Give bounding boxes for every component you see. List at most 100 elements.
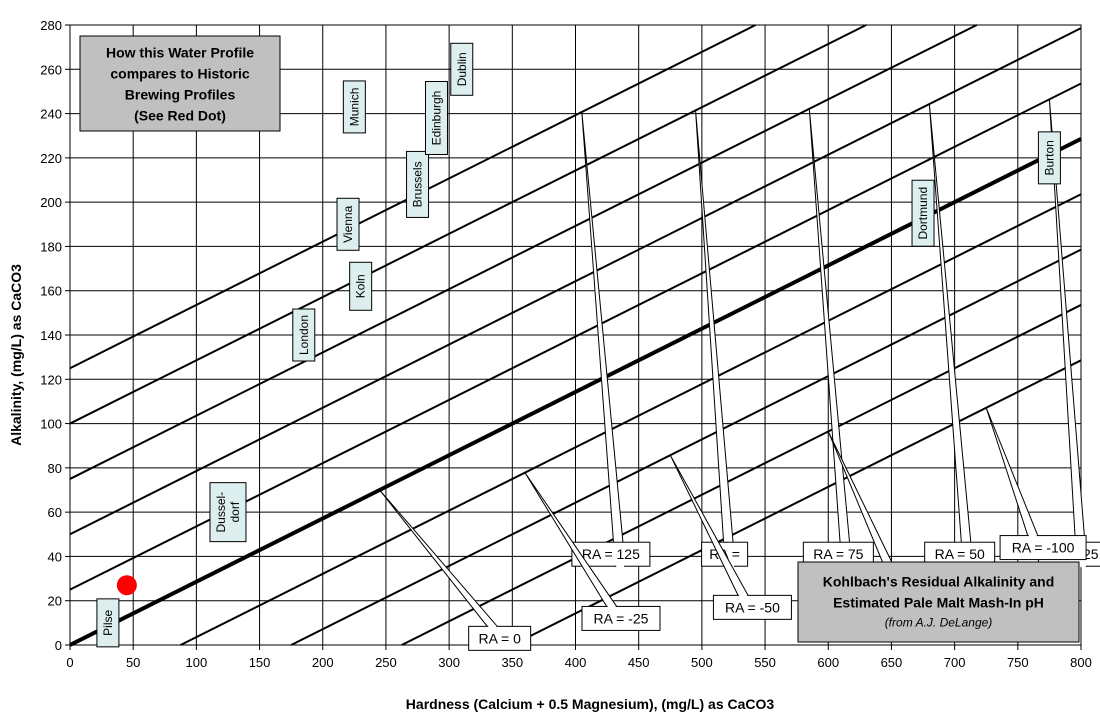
y-tick-label: 160 (40, 284, 62, 299)
city-text-group: Dortmund (916, 187, 930, 240)
ra-callout: RA = -50 (669, 454, 792, 620)
y-tick-label: 260 (40, 62, 62, 77)
info-box-line: Kohlbach's Residual Alkalinity and (823, 574, 1055, 590)
x-tick-label: 450 (628, 655, 650, 670)
y-tick-label: 20 (48, 594, 62, 609)
callout-label: RA = 75 (813, 546, 863, 562)
x-tick-label: 400 (565, 655, 587, 670)
x-tick-label: 200 (312, 655, 334, 670)
city-name: Vienna (341, 205, 355, 242)
callout-box (468, 625, 532, 651)
ra-line (401, 304, 1082, 646)
ra-callout: RA = (695, 110, 749, 568)
ra-line (69, 24, 867, 425)
ra-callout: RA = -25 (524, 472, 661, 631)
info-box-background (797, 561, 1080, 643)
city-name: London (297, 315, 311, 355)
city-name: Burton (1042, 140, 1056, 175)
info-box-line: compares to Historic (110, 66, 249, 82)
callout-box (999, 535, 1087, 561)
x-tick-label: 300 (438, 655, 460, 670)
ra-line (180, 193, 1082, 646)
city-box (911, 179, 935, 247)
city-text-group: London (297, 315, 311, 355)
city-name: Koln (354, 274, 368, 298)
info-box-bottom-right: Kohlbach's Residual Alkalinity and Estima… (797, 561, 1080, 643)
city-box (424, 81, 448, 155)
city-box (209, 482, 247, 543)
city-label: London (292, 308, 316, 362)
ra-callout: RA = 125 (571, 111, 651, 568)
callout-label: RA = -50 (725, 599, 780, 615)
y-tick-label: 100 (40, 417, 62, 432)
city-box (1037, 131, 1061, 185)
city-name: Munich (347, 88, 361, 127)
ra-callout: RA = -100 (985, 407, 1087, 561)
x-tick-label: 600 (817, 655, 839, 670)
ra-callout: RA = 75 (802, 108, 874, 568)
city-name: dorf (228, 501, 242, 522)
x-tick-label: 250 (375, 655, 397, 670)
y-tick-label: 240 (40, 107, 62, 122)
callout-label: RA = -25 (594, 610, 649, 626)
city-box (349, 261, 373, 311)
ra-callout: RA = 0 (379, 489, 532, 651)
city-text-group: Munich (347, 88, 361, 127)
x-tick-label: 150 (249, 655, 271, 670)
info-box-line: Estimated Pale Malt Mash-In pH (833, 595, 1044, 611)
x-tick-label: 350 (501, 655, 523, 670)
x-tick-label: 750 (1007, 655, 1029, 670)
city-name: Dortmund (916, 187, 930, 240)
city-text-group: Pilse (101, 610, 115, 636)
callout-label: RA = -100 (1012, 540, 1075, 556)
x-axis-label: Hardness (Calcium + 0.5 Magnesium), (mg/… (406, 696, 775, 712)
y-tick-label: 180 (40, 239, 62, 254)
city-label: Vienna (336, 197, 360, 251)
x-tick-label: 550 (754, 655, 776, 670)
y-tick-label: 200 (40, 195, 62, 210)
x-tick-label: 100 (186, 655, 208, 670)
city-text-group: Koln (354, 274, 368, 298)
city-name: Edinburgh (429, 91, 443, 146)
x-tick-label: 650 (881, 655, 903, 670)
info-boxes: How this Water Profile compares to Histor… (79, 35, 1080, 643)
x-tick-label: 500 (691, 655, 713, 670)
callout-box (712, 594, 792, 620)
city-labels: Pilse Dussel-dorf London Koln Vienna Munich Br… (96, 42, 1061, 648)
city-label: Dortmund (911, 179, 935, 247)
city-box (96, 598, 120, 648)
ra-line (69, 27, 1082, 536)
info-box-line: Brewing Profiles (125, 87, 236, 103)
city-text-group: Burton (1042, 140, 1056, 175)
city-box (292, 308, 316, 362)
city-label: Pilse (96, 598, 120, 648)
info-box-top-left: How this Water Profile compares to Histor… (79, 35, 281, 132)
city-box (450, 42, 474, 96)
y-tick-label: 120 (40, 372, 62, 387)
city-text-group: Dussel-dorf (214, 492, 242, 533)
city-label: Edinburgh (424, 81, 448, 155)
city-text-group: Edinburgh (429, 91, 443, 146)
y-axis-label: Alkalinity, (mg/L) as CaCO3 (8, 264, 24, 446)
city-text-group: Brussels (411, 161, 425, 207)
city-box (342, 80, 366, 134)
info-box-line: How this Water Profile (106, 45, 254, 61)
city-name: Pilse (101, 610, 115, 636)
city-label: Brussels (406, 150, 430, 218)
city-text-group: Dublin (455, 52, 469, 86)
city-box (406, 150, 430, 218)
city-name: Brussels (411, 161, 425, 207)
callout-label: RA = 50 (935, 546, 985, 562)
y-tick-label: 40 (48, 549, 62, 564)
city-label: Dussel-dorf (209, 482, 247, 543)
city-name: Dussel- (214, 492, 228, 533)
city-label: Dublin (450, 42, 474, 96)
x-tick-label: 0 (66, 655, 73, 670)
y-tick-label: 60 (48, 505, 62, 520)
x-tick-label: 50 (126, 655, 140, 670)
callout-label: RA = 0 (478, 630, 521, 646)
city-label: Munich (342, 80, 366, 134)
ra-line (69, 24, 978, 480)
info-box-credit: (from A.J. DeLange) (885, 616, 993, 630)
